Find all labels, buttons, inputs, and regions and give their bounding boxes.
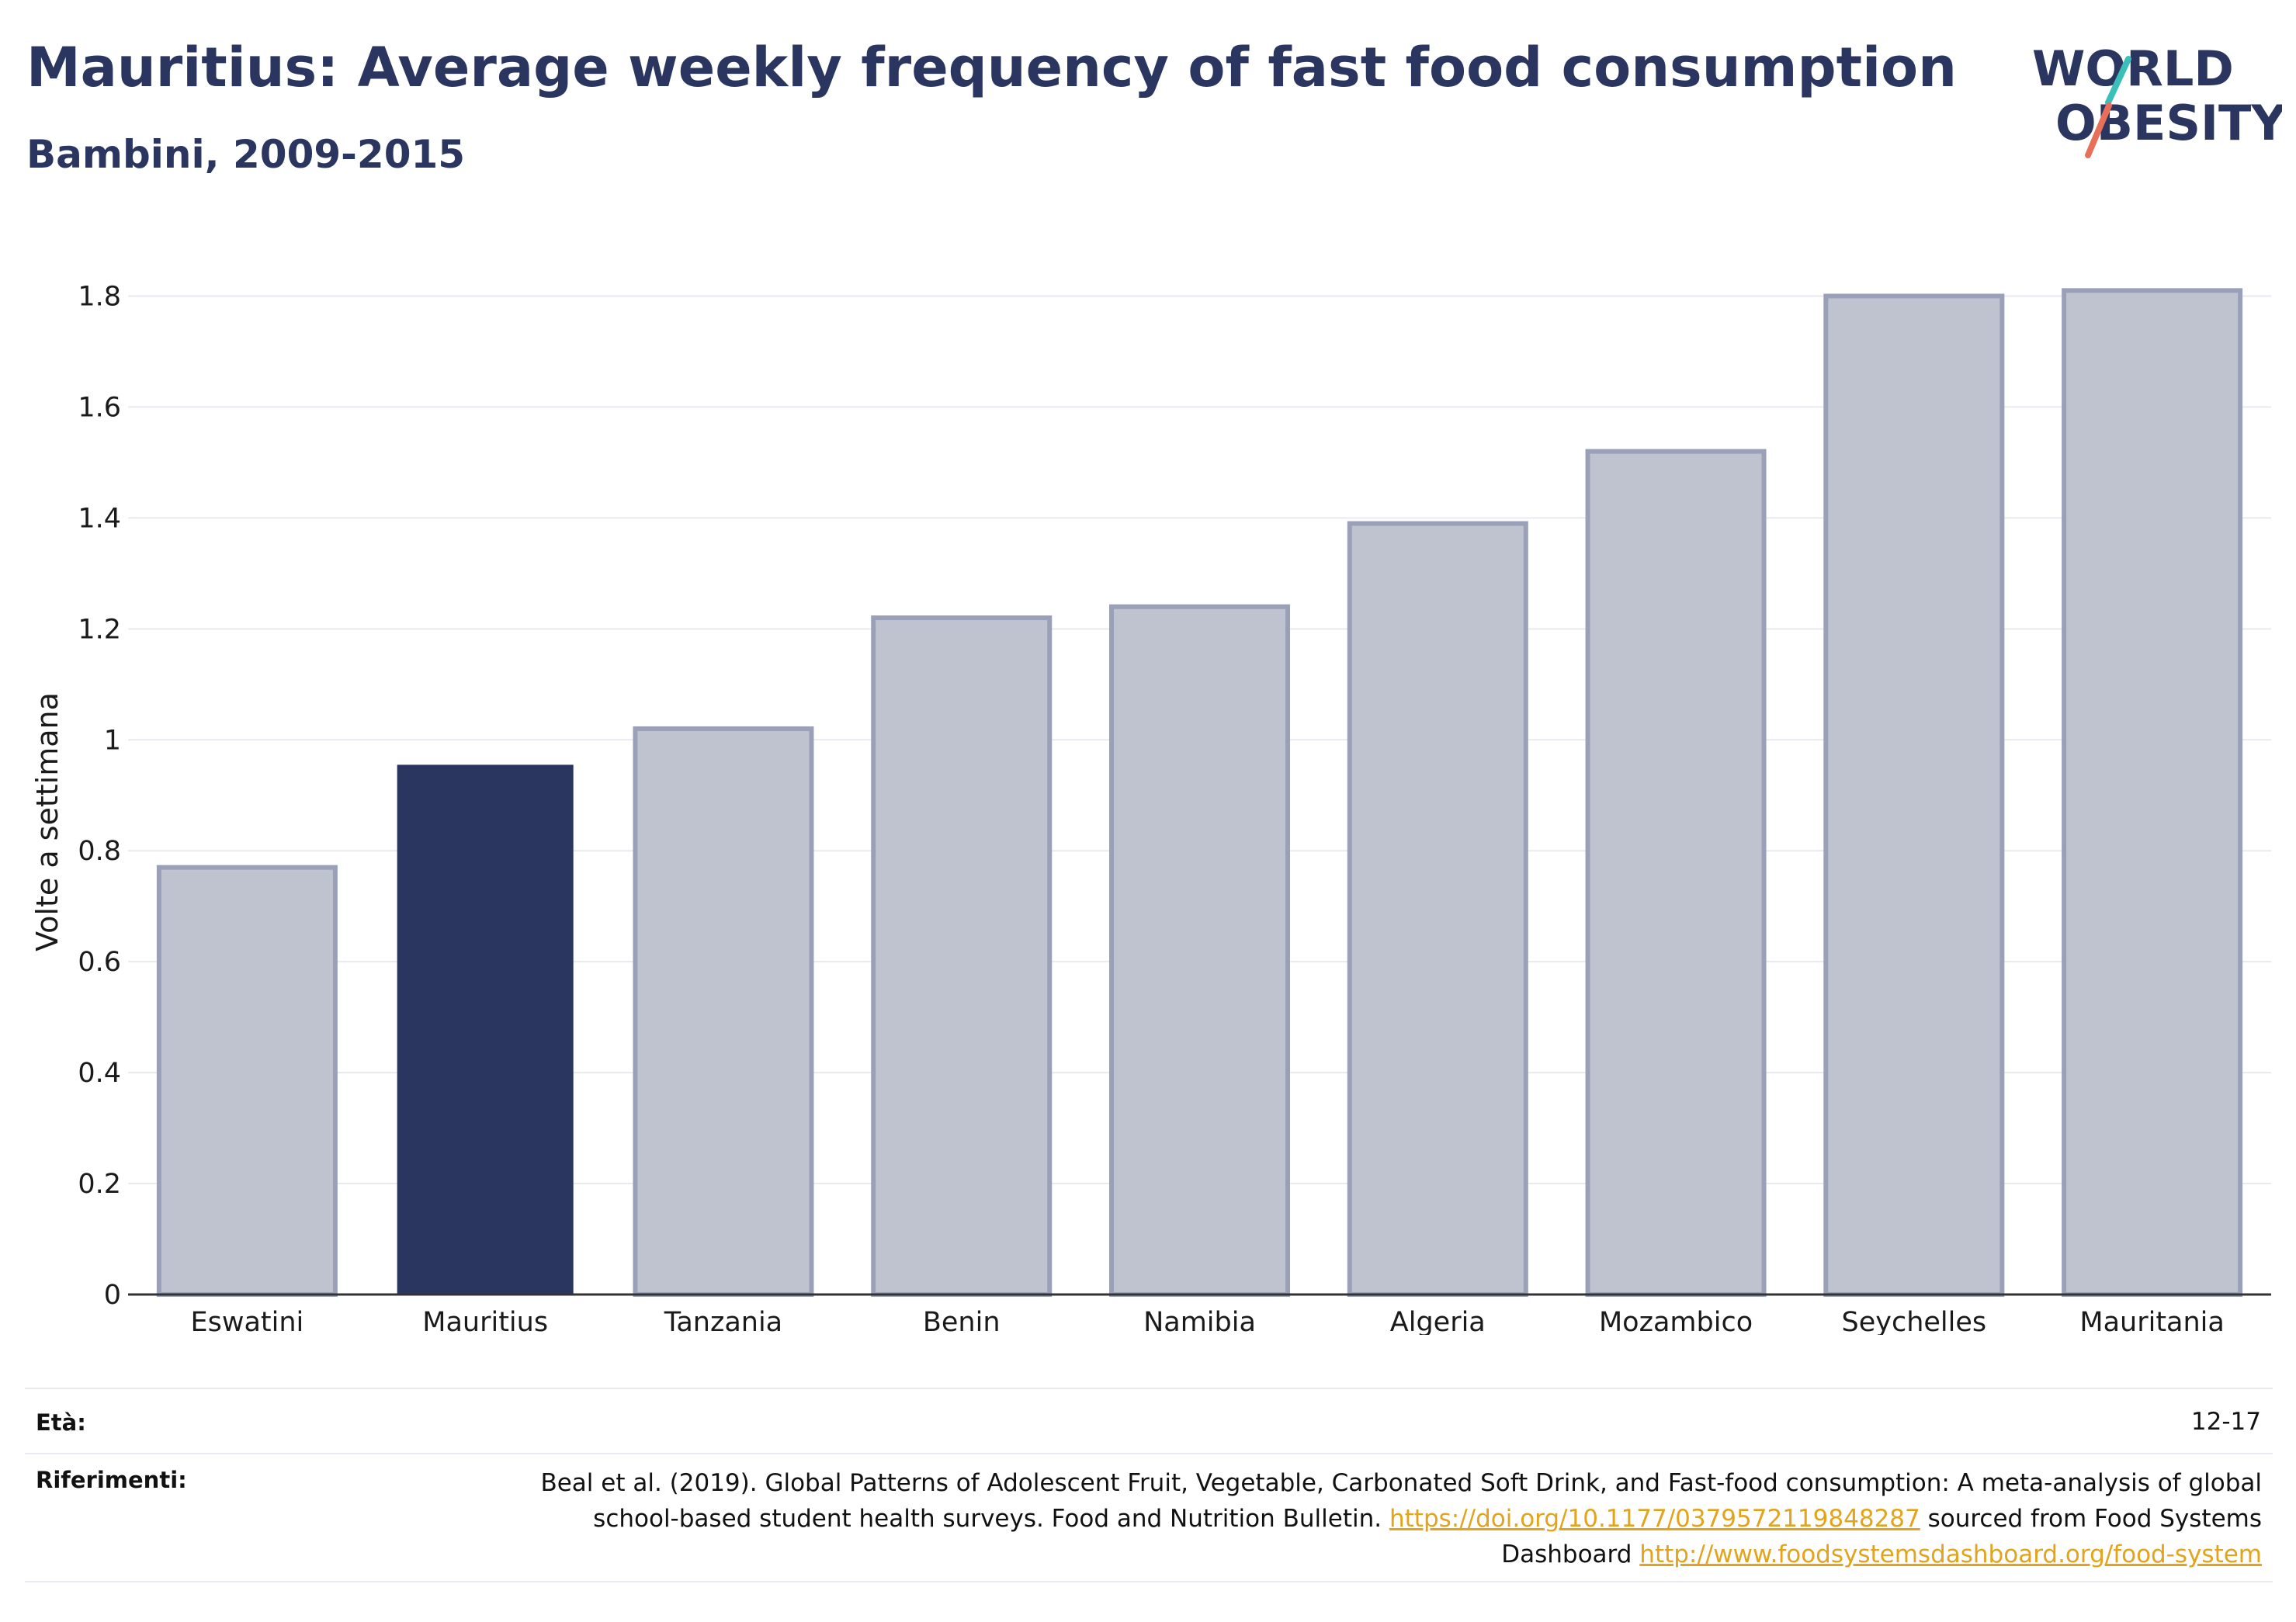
x-tick-label: Namibia: [1143, 1307, 1256, 1335]
chart-subtitle: Bambini, 2009-2015: [26, 132, 466, 177]
y-tick-label: 1: [104, 725, 121, 756]
bar-tanzania[interactable]: [633, 726, 814, 1297]
x-tick-label: Mauritius: [422, 1307, 548, 1335]
y-tick-label: 0: [104, 1280, 121, 1311]
doi-link[interactable]: https://doi.org/10.1177/0379572119848287: [1389, 1505, 1920, 1533]
x-tick-label: Algeria: [1390, 1307, 1486, 1335]
bars: [156, 288, 2243, 1298]
x-tick-labels: Eswatini Mauritius Tanzania Benin Namibia Alg…: [190, 1307, 2224, 1335]
bar-mozambico[interactable]: [1585, 449, 1767, 1297]
y-tick-labels: 0 0.2 0.4 0.6 0.8 1 1.2 1.4 1.6 1.8: [78, 281, 121, 1311]
x-tick-label: Benin: [923, 1307, 1001, 1335]
food-systems-dashboard-link[interactable]: http://www.foodsystemsdashboard.org/food…: [1639, 1541, 2262, 1568]
bar-benin[interactable]: [871, 615, 1053, 1297]
y-tick-label: 1.6: [78, 392, 121, 423]
age-label: Età:: [36, 1409, 86, 1436]
bar-mauritius[interactable]: [397, 764, 574, 1294]
chart-title: Mauritius: Average weekly frequency of f…: [26, 36, 1957, 99]
bar-eswatini[interactable]: [156, 865, 338, 1297]
y-tick-label: 0.2: [78, 1169, 121, 1200]
bar-chart: 0 0.2 0.4 0.6 0.8 1 1.2 1.4 1.6 1.8 Eswatini Mauri…: [30, 281, 2271, 1335]
y-tick-label: 1.4: [78, 503, 121, 534]
bar-algeria[interactable]: [1347, 521, 1528, 1297]
bar-namibia[interactable]: [1108, 604, 1291, 1297]
y-axis-title: Volte a settimana: [30, 692, 64, 951]
y-tick-label: 0.6: [78, 947, 121, 978]
y-tick-label: 1.8: [78, 281, 121, 312]
footer-divider-middle: [25, 1453, 2273, 1454]
y-tick-label: 0.8: [78, 836, 121, 867]
y-tick-label: 1.2: [78, 614, 121, 645]
references-label: Riferimenti:: [36, 1467, 187, 1493]
x-tick-label: Mozambico: [1599, 1307, 1753, 1335]
reference-citation: Beal et al. (2019). Global Patterns of A…: [540, 1469, 2262, 1533]
logo-slash-coral-icon: [2085, 102, 2112, 158]
x-tick-label: Eswatini: [190, 1307, 303, 1335]
references-text: Beal et al. (2019). Global Patterns of A…: [477, 1465, 2262, 1572]
logo-slash-teal-icon: [2105, 56, 2131, 106]
x-tick-label: Seychelles: [1842, 1307, 1987, 1335]
bar-mauritania[interactable]: [2062, 288, 2243, 1298]
footer-divider-top: [25, 1388, 2273, 1389]
x-tick-label: Mauritania: [2079, 1307, 2224, 1335]
logo-text-world: WORLD: [2032, 40, 2234, 97]
age-value: 12-17: [2190, 1408, 2261, 1436]
y-tick-label: 0.4: [78, 1058, 121, 1089]
bar-seychelles[interactable]: [1823, 293, 2005, 1298]
reference-source: sourced from Food Systems Dashboard: [1501, 1505, 2262, 1568]
world-obesity-logo: WORLD OBESITY: [2032, 40, 2282, 158]
x-tick-label: Tanzania: [664, 1307, 782, 1335]
footer-divider-bottom: [25, 1581, 2273, 1582]
